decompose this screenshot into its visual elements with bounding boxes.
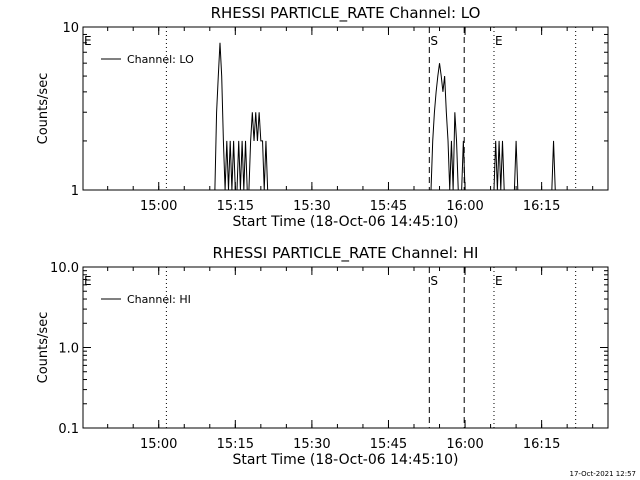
marker-label-e: E <box>495 274 503 288</box>
marker-label-s: S <box>430 274 438 288</box>
legend-entry: Channel: HI <box>127 293 191 306</box>
y-tick-label: 1 <box>71 184 79 199</box>
x-tick-label: 15:15 <box>217 199 254 214</box>
series-line-0 <box>214 42 557 191</box>
x-axis-label-0: Start Time (18-Oct-06 14:45:10) <box>233 214 459 230</box>
marker-label-e: E <box>495 34 503 48</box>
plot-frame-1 <box>82 266 609 429</box>
x-tick-label: 16:15 <box>523 199 560 214</box>
x-tick-label: 15:30 <box>293 437 330 452</box>
marker-label-s: S <box>430 34 438 48</box>
x-tick-label: 15:00 <box>140 437 177 452</box>
x-tick-label: 16:15 <box>523 437 560 452</box>
y-tick-label: 10 <box>62 21 79 36</box>
plot-frame-0 <box>82 26 609 191</box>
y-tick-label: 0.1 <box>58 422 79 437</box>
x-tick-label: 15:45 <box>370 199 407 214</box>
x-tick-label: 16:00 <box>446 199 483 214</box>
y-tick-label: 1.0 <box>58 342 79 357</box>
y-axis-label-0: Counts/sec <box>36 73 51 145</box>
x-tick-label: 15:30 <box>293 199 330 214</box>
x-axis-label-1: Start Time (18-Oct-06 14:45:10) <box>233 452 459 468</box>
marker-label-e: E <box>84 34 92 48</box>
chart-title-0: RHESSI PARTICLE_RATE Channel: LO <box>211 4 481 23</box>
chart-title-1: RHESSI PARTICLE_RATE Channel: HI <box>213 244 479 263</box>
y-axis-label-1: Counts/sec <box>36 312 51 384</box>
footer-timestamp: 17-Oct-2021 12:57 <box>569 470 636 478</box>
legend-entry: Channel: LO <box>127 53 194 66</box>
x-tick-label: 15:15 <box>217 437 254 452</box>
x-tick-label: 15:00 <box>140 199 177 214</box>
marker-label-e: E <box>84 274 92 288</box>
x-tick-label: 15:45 <box>370 437 407 452</box>
y-tick-label: 10.0 <box>50 261 79 276</box>
x-tick-label: 16:00 <box>446 437 483 452</box>
